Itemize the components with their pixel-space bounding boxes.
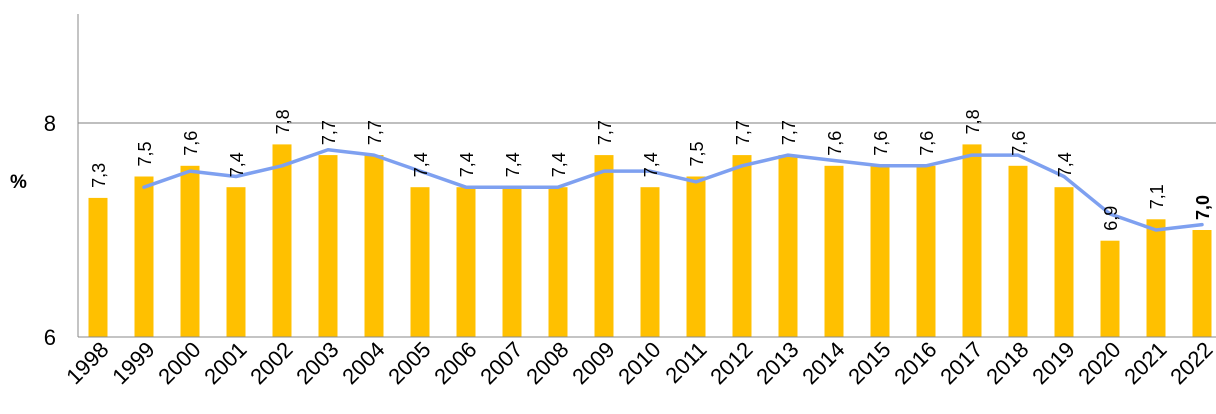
x-tick-label: 2016 — [889, 337, 941, 389]
x-tick-label: 2011 — [660, 337, 711, 388]
bar-2014 — [824, 165, 844, 337]
y-axis-label: % — [10, 172, 27, 193]
x-tick-label: 2020 — [1073, 337, 1125, 389]
bars — [88, 144, 1212, 337]
x-tick-label: 2018 — [981, 337, 1033, 389]
axes — [77, 14, 1216, 338]
bar-2018 — [1008, 165, 1028, 337]
bar-2008 — [548, 187, 568, 337]
data-label: 7,6 — [917, 131, 937, 156]
bar-2005 — [410, 187, 430, 337]
x-tick-label: 2005 — [383, 337, 435, 389]
bar-2004 — [364, 155, 384, 337]
x-tick-label: 2001 — [199, 337, 251, 389]
x-tick-label: 2008 — [521, 337, 573, 389]
data-label: 7,5 — [687, 141, 707, 166]
data-label: 7,7 — [595, 120, 615, 145]
x-tick-label: 2010 — [613, 337, 665, 389]
data-label: 7,4 — [641, 152, 661, 177]
bar-2015 — [870, 165, 890, 337]
data-label: 7,5 — [135, 141, 155, 166]
bar-2010 — [640, 187, 660, 337]
bar-1999 — [134, 176, 154, 337]
x-tick-label: 2021 — [1119, 337, 1171, 389]
trend-line-path — [142, 148, 1204, 232]
data-label: 7,7 — [365, 120, 385, 145]
x-tick-label: 1999 — [107, 337, 159, 389]
bar-2009 — [594, 155, 614, 337]
x-tick-label: 2009 — [567, 337, 619, 389]
x-tick-label: 1998 — [61, 337, 113, 389]
trend-line — [142, 148, 1204, 232]
x-tick-labels: 1998199920002001200220032004200520062007… — [61, 337, 1216, 389]
data-label: 7,6 — [871, 131, 891, 156]
bar-2002 — [272, 144, 292, 337]
data-label: 7,6 — [825, 131, 845, 156]
data-label: 7,4 — [503, 152, 523, 177]
y-tick-label: 8 — [44, 111, 56, 136]
data-label: 6,9 — [1101, 206, 1121, 231]
x-tick-label: 2007 — [475, 337, 527, 389]
bar-2016 — [916, 165, 936, 337]
x-tick-label: 2000 — [153, 337, 205, 389]
data-label: 7,6 — [1009, 131, 1029, 156]
bar-2012 — [732, 155, 752, 337]
bar-1998 — [88, 197, 108, 337]
bar-2007 — [502, 187, 522, 337]
bar-2003 — [318, 155, 338, 337]
data-label: 7,7 — [779, 120, 799, 145]
data-label: 7,4 — [549, 152, 569, 177]
bar-2006 — [456, 187, 476, 337]
y-tick-labels: 68 — [44, 111, 56, 350]
data-label: 7,7 — [319, 120, 339, 145]
bar-2000 — [180, 165, 200, 337]
bar-2013 — [778, 155, 798, 337]
bar-2021 — [1146, 219, 1166, 337]
bar-2022 — [1192, 230, 1212, 337]
bar-2011 — [686, 176, 706, 337]
x-tick-label: 2015 — [843, 337, 895, 389]
x-tick-label: 2003 — [291, 337, 343, 389]
x-tick-label: 2004 — [337, 337, 389, 389]
data-label: 7,7 — [733, 120, 753, 145]
data-label: 7,4 — [411, 152, 431, 177]
x-tick-label: 2013 — [751, 337, 803, 389]
x-tick-label: 2002 — [245, 337, 297, 389]
x-tick-label: 2022 — [1165, 337, 1216, 389]
data-label: 7,1 — [1147, 184, 1167, 209]
x-tick-label: 2012 — [705, 337, 757, 389]
data-labels: 7,3 7,5 7,6 7,4 7,8 7,7 7,7 7,4 7,4 7,4 7,4 7,7 7,4 7… — [89, 109, 1213, 230]
bar-2020 — [1100, 240, 1120, 337]
data-label: 7,4 — [1055, 152, 1075, 177]
x-tick-label: 2017 — [935, 337, 987, 389]
data-label: 7,8 — [963, 109, 983, 134]
bar-2019 — [1054, 187, 1074, 337]
x-tick-label: 2019 — [1027, 337, 1079, 389]
bar-2001 — [226, 187, 246, 337]
y-tick-label: 6 — [44, 325, 56, 350]
x-tick-label: 2006 — [429, 337, 481, 389]
data-label: 7,4 — [227, 152, 247, 177]
data-label: 7,6 — [181, 131, 201, 156]
bar-2017 — [962, 144, 982, 337]
x-tick-label: 2014 — [797, 337, 849, 389]
data-label: 7,3 — [89, 163, 109, 188]
data-label: 7,8 — [273, 109, 293, 134]
data-label: 7,4 — [457, 152, 477, 177]
data-label: 7,0 — [1193, 195, 1213, 220]
